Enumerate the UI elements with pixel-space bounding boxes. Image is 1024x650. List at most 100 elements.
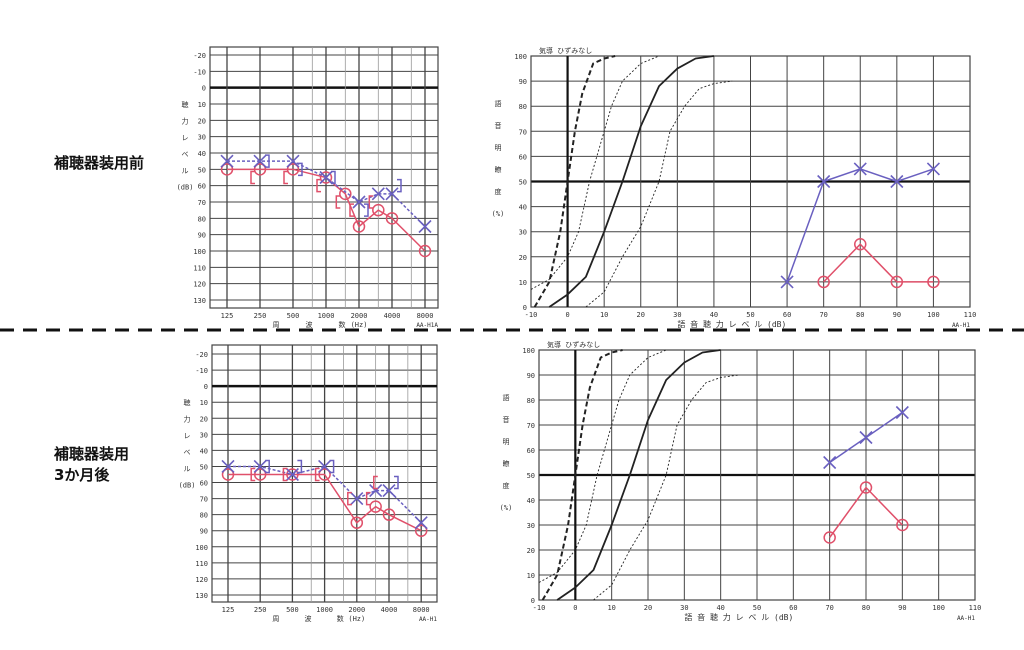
x-axis-label: 周 [273,321,280,329]
right-air-point [372,203,385,217]
x-tick-label: 80 [856,311,864,319]
right-air-point [318,468,331,481]
y-axis-label: 明 [503,438,510,446]
y-axis-label: 瞭 [503,459,510,468]
right-air-point [286,163,300,176]
left-air-line [228,465,422,524]
y-tick-label: 100 [514,53,527,61]
right-air-point [369,500,382,513]
y-axis-label: 力 [184,415,191,424]
reference-curve-bold-dashed [533,55,616,308]
right-bone-point [349,203,354,217]
x-axis-label: 語 音 聴 力 レ ベ ル (dB) [684,612,793,622]
left-air-point [221,459,235,474]
x-tick-label: 60 [783,311,791,319]
y-tick-label: 50 [519,179,527,187]
y-tick-label: 40 [519,204,527,212]
x-tick-label: 0 [565,311,569,319]
x-tick-label: 20 [637,311,645,319]
y-axis-label: 聴 [184,398,191,407]
x-tick-label: 0 [573,604,577,612]
right-bone-point [335,195,341,209]
left-point [890,174,904,189]
y-tick-label: 40 [200,447,208,455]
chart-title: 気導 ひずみなし [547,340,600,349]
left-point [859,430,873,445]
y-tick-label: 80 [527,397,535,405]
y-tick-label: 90 [198,232,206,240]
x-axis-label: 周 [272,615,279,623]
left-air-point [369,484,383,498]
right-point [859,481,873,494]
y-tick-label: 0 [202,85,206,93]
y-axis-label: 力 [182,117,189,126]
right-air-point [382,508,396,521]
x-tick-label: 125 [222,606,235,614]
x-tick-label: 40 [716,604,724,612]
left-air-point [371,187,385,201]
right-point [890,275,904,289]
y-axis-label: レ [184,432,191,440]
left-air-point [382,484,396,498]
x-tick-label: 80 [862,604,870,612]
condition-label-after-line2: 3か月後 [54,466,110,484]
x-tick-label: -10 [533,604,546,612]
y-tick-label: 50 [200,463,208,471]
x-tick-label: 1000 [318,312,335,320]
x-tick-label: 100 [927,311,940,319]
x-axis-label: (Hz) [351,321,368,329]
y-tick-label: 70 [527,422,535,430]
model-label: AA-H1 [952,322,970,329]
right-bone-point [368,195,374,209]
left-point [895,405,909,420]
x-tick-label: 10 [600,311,608,319]
y-tick-label: 60 [200,480,208,488]
right-bone-point [250,467,256,482]
right-point [817,275,830,289]
right-air-point [253,468,267,481]
right-bone-point [282,467,288,482]
reference-curve-bold-dashed [541,349,623,601]
y-tick-label: 0 [531,597,535,605]
y-axis-label: ル [184,465,191,473]
y-tick-label: 120 [195,576,208,584]
y-tick-label: 100 [193,248,206,256]
x-tick-label: 8000 [417,312,434,320]
model-label: AA-H1A [416,322,438,329]
left-point [853,162,867,176]
y-tick-label: 90 [200,528,208,536]
left-point [823,455,837,470]
right-air-point [414,524,428,537]
x-tick-label: 110 [964,311,977,319]
y-axis-label: 語 [495,99,502,108]
left-bone-point [394,475,399,490]
left-air-point [253,459,267,474]
x-tick-label: 4000 [384,312,401,320]
left-bone-point [364,203,369,217]
y-tick-label: 20 [527,547,535,555]
left-air-point [352,195,366,209]
y-tick-label: 10 [527,572,535,580]
x-tick-label: 70 [825,604,833,612]
reference-curve-solid [548,55,715,308]
x-axis-label: 数 [337,614,344,623]
chart-title: 気導 ひずみなし [539,46,592,55]
y-axis-label: 音 [495,121,502,130]
x-tick-label: 100 [932,604,945,612]
y-axis-label: 明 [495,144,502,152]
y-tick-label: 110 [195,560,208,568]
x-axis-label: 数 [339,320,346,329]
left-bone-point [298,162,303,177]
x-tick-label: 110 [969,604,982,612]
right-air-point [418,244,432,258]
x-axis-label: (Hz) [348,615,365,623]
y-tick-label: 120 [193,281,206,289]
right-air-point [221,468,235,481]
x-tick-label: 70 [819,311,827,319]
y-tick-label: 0 [523,304,527,312]
x-tick-label: 1000 [316,606,333,614]
left-air-point [350,492,364,506]
y-tick-label: 60 [198,183,206,191]
y-axis-label: ベ [184,449,191,457]
